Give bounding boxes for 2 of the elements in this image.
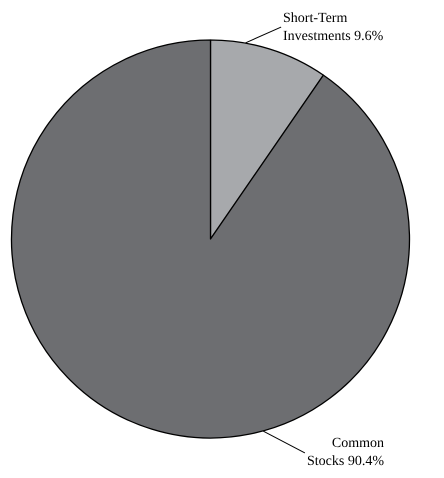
slice-label: Short-Term Investments 9.6% [283,11,384,44]
slice-label: Common Stocks 90.4% [307,436,384,470]
